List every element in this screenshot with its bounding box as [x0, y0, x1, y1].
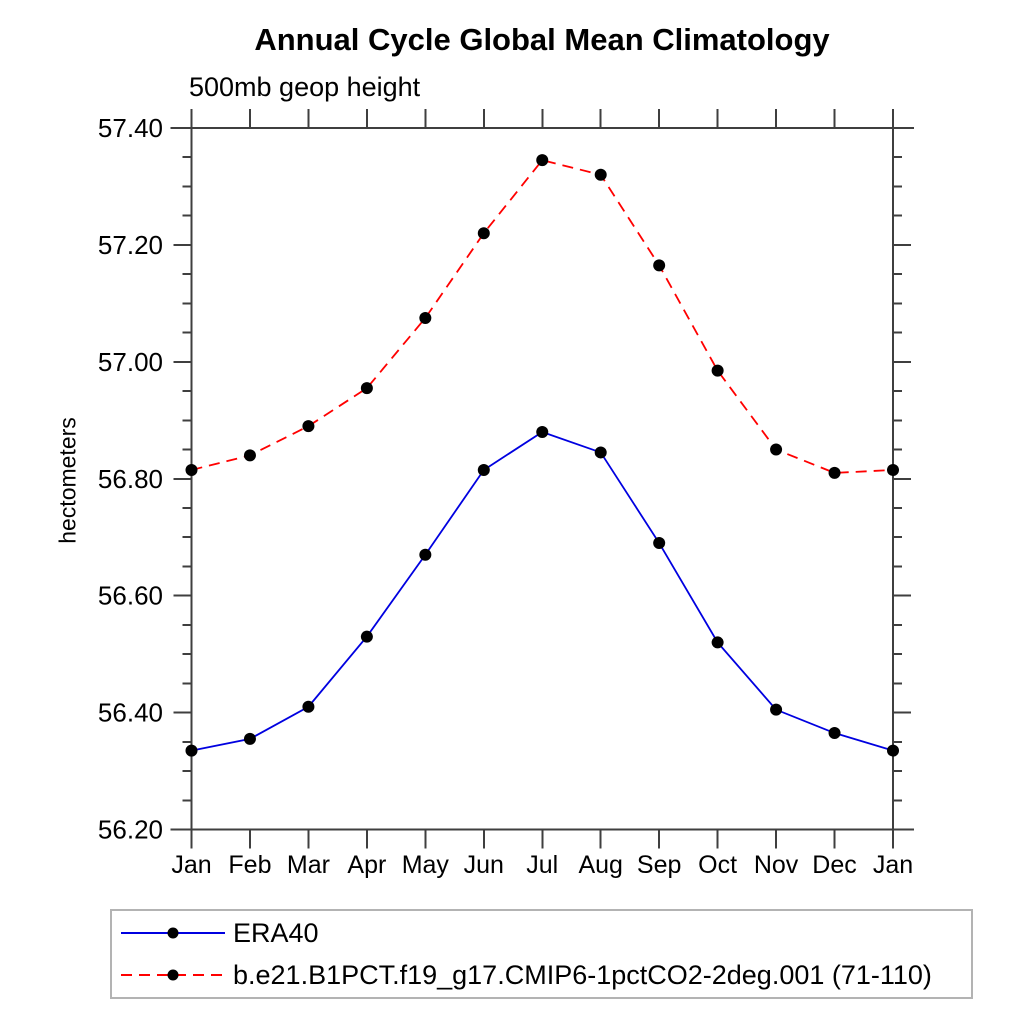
era40-data-point-marker — [302, 700, 315, 713]
era40-data-point-marker — [477, 463, 490, 476]
y-tick-label: 56.20 — [98, 815, 163, 845]
cmip6-data-point-marker — [653, 259, 666, 272]
x-tick-label: May — [402, 851, 450, 879]
x-tick-label: Feb — [228, 851, 271, 879]
x-tick-label: Apr — [347, 851, 386, 879]
era40-data-point-marker — [185, 744, 198, 757]
legend: ERA40 b.e21.B1PCT.f19_g17.CMIP6-1pctCO2-… — [110, 909, 973, 999]
x-tick-label: Dec — [812, 851, 856, 879]
cmip6-data-point-marker — [477, 227, 490, 240]
legend-row-cmip6: b.e21.B1PCT.f19_g17.CMIP6-1pctCO2-2deg.0… — [119, 954, 971, 996]
cmip6-data-point-marker — [419, 311, 432, 324]
cmip6-data-point-marker — [711, 364, 724, 377]
y-tick-label: 56.80 — [98, 464, 163, 494]
cmip6-data-point-marker — [243, 449, 256, 462]
era40-data-point-marker — [828, 727, 841, 740]
era40-data-point-marker — [770, 703, 783, 716]
x-tick-label: Mar — [287, 851, 330, 879]
x-tick-label: Jul — [526, 851, 558, 879]
cmip6-data-point-marker — [594, 168, 607, 181]
cmip6-line-sample-icon — [121, 969, 225, 981]
x-tick-label: Oct — [698, 851, 737, 879]
y-tick-label: 56.60 — [98, 581, 163, 611]
era40-data-point-marker — [887, 744, 899, 757]
era40-data-point-marker — [419, 548, 432, 561]
era40-data-point-marker — [536, 425, 549, 438]
era40-line — [191, 430, 894, 752]
cmip6-data-point-marker — [770, 443, 783, 456]
era40-data-point-marker — [711, 636, 724, 649]
era40-data-point-marker — [360, 630, 373, 643]
cmip6-data-point-marker — [828, 466, 841, 479]
y-tick-label: 56.40 — [98, 698, 163, 728]
era40-line-sample-icon — [121, 927, 225, 939]
legend-label-era40: ERA40 — [233, 917, 319, 948]
y-tick-label: 57.40 — [98, 113, 163, 143]
cmip6-data-point-marker — [185, 463, 198, 476]
cmip6-data-point-marker — [887, 463, 899, 476]
x-tick-label: Nov — [754, 851, 799, 879]
y-tick-label: 57.00 — [98, 347, 163, 377]
cmip6-data-point-marker — [360, 382, 373, 395]
x-tick-label: Jun — [464, 851, 504, 879]
y-tick-label: 57.20 — [98, 230, 163, 260]
x-tick-label: Aug — [578, 851, 622, 879]
x-tick-label: Jan — [171, 851, 211, 879]
era40-data-point-marker — [243, 732, 256, 745]
x-tick-label: Jan — [873, 851, 913, 879]
era40-data-point-marker — [653, 537, 666, 550]
cmip6-data-point-marker — [536, 154, 549, 167]
legend-label-cmip6: b.e21.B1PCT.f19_g17.CMIP6-1pctCO2-2deg.0… — [233, 959, 932, 990]
x-tick-label: Sep — [637, 851, 681, 879]
chart-title: Annual Cycle Global Mean Climatology — [254, 22, 830, 57]
legend-row-era40: ERA40 — [119, 912, 971, 954]
era40-data-point-marker — [594, 446, 607, 459]
cmip6-data-point-marker — [302, 420, 315, 433]
chart-subtitle: 500mb geop height — [189, 72, 421, 102]
